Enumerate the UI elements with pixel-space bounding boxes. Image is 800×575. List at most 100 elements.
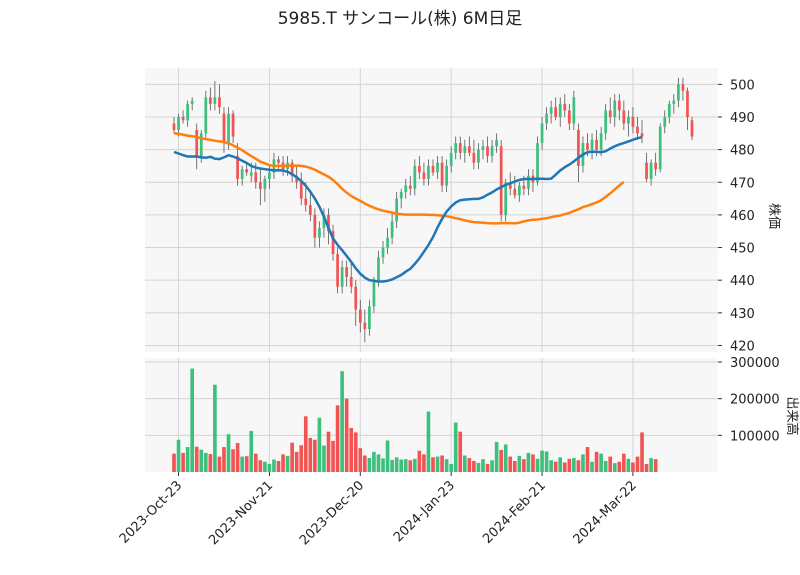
candle: [372, 276, 376, 313]
candle: [577, 123, 580, 183]
volume-bar: [485, 463, 490, 472]
candle-body: [245, 169, 249, 173]
candle-body: [327, 214, 330, 232]
candle: [463, 139, 467, 163]
candle-body: [636, 126, 639, 134]
volume-bar: [194, 446, 199, 472]
candle-body: [240, 169, 244, 179]
volume-bar: [244, 456, 249, 472]
candle-body: [418, 165, 421, 173]
candle: [358, 299, 362, 333]
candle: [631, 107, 635, 134]
candle: [567, 103, 571, 131]
volume-bar: [549, 460, 553, 472]
volume-bar: [631, 462, 635, 472]
candle-body: [477, 149, 480, 163]
candle-body: [622, 110, 626, 124]
volume-bar: [317, 417, 322, 472]
volume-bar: [358, 448, 363, 472]
candle-body: [504, 182, 508, 215]
candle-body: [268, 172, 271, 179]
candle-body: [386, 237, 389, 248]
volume-bar: [281, 454, 285, 472]
price-tick-label: 500: [730, 78, 755, 93]
candle: [236, 143, 239, 186]
volume-bar: [453, 422, 458, 472]
volume-tick-label: 200000: [730, 393, 780, 408]
candle: [322, 208, 326, 238]
short-moving-average-line: [173, 135, 643, 283]
candle: [554, 97, 558, 121]
candle: [422, 162, 426, 186]
long-moving-average-line: [173, 132, 625, 225]
candle: [186, 100, 189, 127]
volume-bar: [649, 458, 653, 472]
volume-bar: [553, 461, 558, 472]
volume-bar: [344, 398, 349, 472]
volume-bar: [540, 450, 544, 472]
candle: [604, 103, 608, 140]
candle: [345, 260, 349, 287]
candle-body: [190, 100, 194, 104]
price-tick-label: 460: [730, 209, 755, 224]
volume-bar: [253, 453, 258, 472]
candle-body: [181, 116, 185, 121]
candle-body: [204, 97, 208, 134]
candle-body: [399, 192, 403, 199]
candle-body: [449, 152, 453, 166]
candle: [499, 139, 503, 222]
candle: [458, 136, 462, 160]
volume-bar: [399, 459, 404, 472]
candle-body: [586, 143, 589, 150]
candle: [658, 123, 662, 173]
volume-bar: [462, 455, 467, 472]
candle: [181, 110, 185, 124]
candle-body: [481, 146, 485, 150]
candle: [258, 169, 262, 206]
volume-bar: [267, 463, 272, 472]
candle: [617, 94, 621, 121]
candle: [667, 100, 671, 124]
candle: [240, 165, 244, 186]
volume-bar: [572, 458, 576, 472]
candle-body: [486, 146, 489, 157]
volume-bar: [299, 445, 304, 472]
candle-body: [363, 322, 367, 330]
volume-bar: [176, 439, 181, 472]
candle-body: [663, 116, 667, 127]
candle-body: [527, 175, 530, 189]
candle: [481, 139, 485, 160]
candle: [245, 162, 249, 176]
candle-body: [590, 139, 594, 150]
candle-body: [467, 146, 471, 153]
volume-bar: [499, 450, 503, 472]
candle-body: [558, 103, 562, 117]
volume-bar: [294, 451, 299, 472]
candle-body: [254, 172, 258, 183]
volume-bar: [512, 461, 517, 472]
candle-body: [322, 214, 326, 228]
volume-bar: [303, 416, 308, 472]
volume-bar: [508, 456, 513, 472]
candle-body: [368, 306, 371, 330]
candle: [331, 224, 335, 261]
candle-body: [654, 162, 658, 170]
price-tick-label: 440: [730, 274, 755, 289]
candle-body: [186, 103, 189, 121]
candle: [536, 136, 539, 186]
volume-bar: [612, 463, 617, 472]
candle-body: [677, 84, 680, 101]
volume-bar: [535, 458, 540, 472]
candle: [681, 77, 685, 101]
candle-body: [208, 97, 212, 104]
candle: [231, 110, 235, 144]
plot-background: [145, 68, 718, 472]
volume-bar: [403, 459, 408, 472]
candle-body: [517, 185, 521, 196]
candle-body: [404, 185, 408, 193]
volume-bar: [213, 384, 217, 472]
candle: [418, 156, 421, 179]
volume-bar: [558, 457, 563, 472]
volume-bar: [353, 432, 358, 472]
volume-bar: [290, 442, 294, 472]
